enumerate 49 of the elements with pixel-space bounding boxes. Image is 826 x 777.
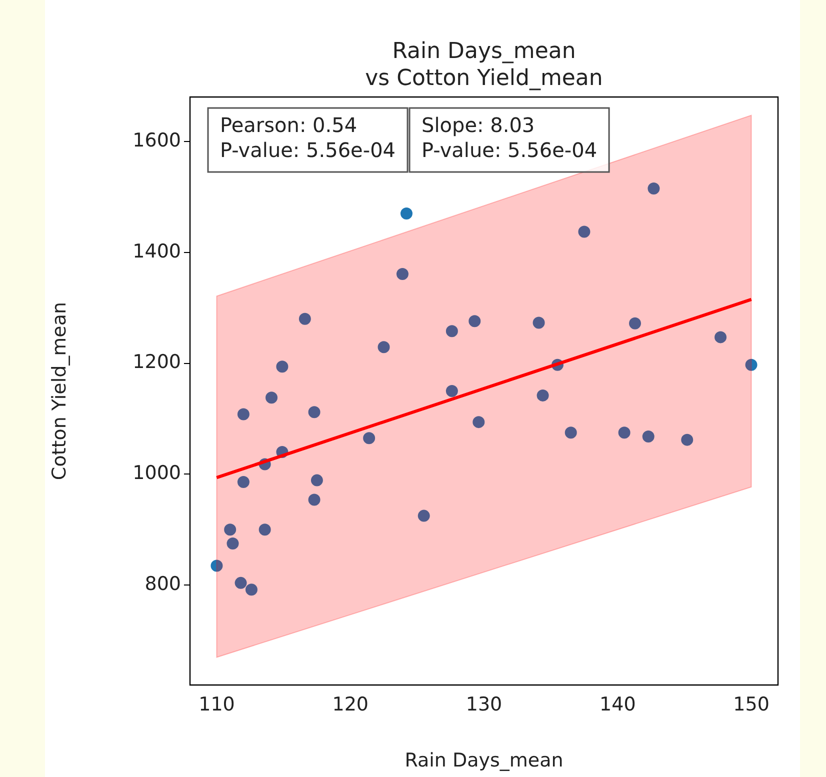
x-tick-label: 110 (198, 693, 235, 716)
y-tick-label: 1400 (132, 240, 181, 262)
point (629, 317, 642, 330)
point (446, 325, 458, 338)
point (468, 315, 481, 328)
point (210, 560, 223, 572)
point (618, 426, 630, 439)
point (245, 584, 258, 596)
point (258, 524, 271, 536)
point (396, 268, 408, 280)
y-tick-label: 1600 (132, 129, 181, 152)
point (378, 341, 390, 354)
point (418, 510, 430, 522)
point (298, 312, 311, 325)
point (310, 474, 323, 486)
point (237, 476, 250, 488)
y-tick-label: 800 (144, 573, 181, 596)
point (224, 524, 236, 536)
point (472, 416, 485, 428)
y-tick-label: 1000 (132, 462, 181, 484)
point (308, 494, 320, 506)
point (642, 430, 654, 442)
point (564, 426, 577, 439)
annotation: Pearson: 0.54 P-value: 5.56e-04 (220, 113, 396, 162)
y-axis-title: Cotton Yield_mean (48, 302, 70, 480)
point (446, 385, 458, 397)
point (363, 432, 376, 444)
y-tick-label: 1200 (132, 351, 181, 374)
point (714, 331, 727, 344)
x-tick-label: 130 (466, 693, 502, 716)
point (266, 392, 278, 404)
annotation: Slope: 8.03 P-value: 5.56e-04 (422, 113, 598, 162)
point (745, 358, 758, 371)
chart-title: Rain Days_mean vs Cotton Yield_mean (365, 39, 603, 91)
x-tick-label: 150 (733, 693, 770, 716)
point (681, 434, 694, 446)
x-axis-title: Rain Days_mean (404, 750, 564, 772)
x-tick-label: 120 (332, 693, 368, 716)
point (308, 406, 320, 418)
point (648, 182, 660, 195)
x-tick-label: 140 (600, 693, 636, 716)
point (276, 360, 288, 373)
point (237, 408, 250, 420)
point (536, 389, 549, 402)
point (226, 538, 239, 550)
point (400, 207, 412, 220)
point (234, 576, 247, 589)
point (532, 316, 545, 329)
point (578, 226, 590, 238)
